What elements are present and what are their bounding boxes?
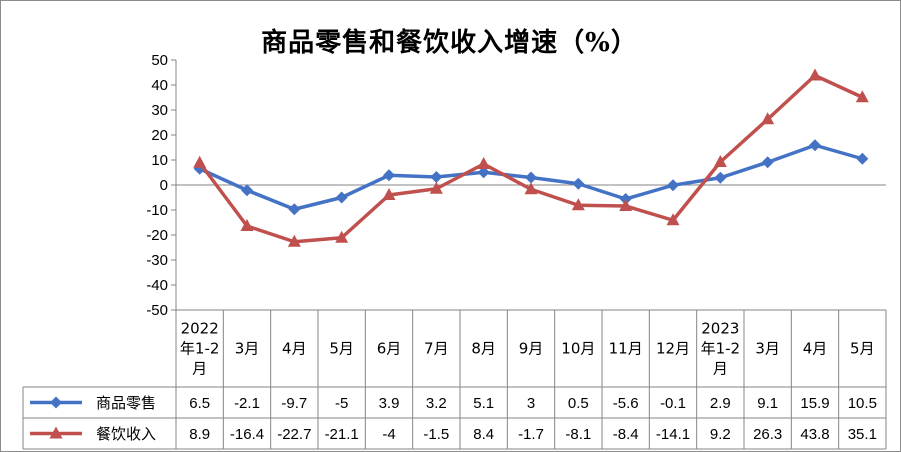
table-value: 35.1	[848, 426, 877, 443]
category-label: 5月	[850, 340, 875, 358]
data-point-diamond	[241, 184, 253, 197]
table-value: 3.2	[426, 395, 447, 412]
data-point-triangle	[808, 68, 822, 81]
data-point-triangle	[287, 234, 301, 247]
category-label: 11月	[609, 340, 643, 358]
table-value: 2.9	[710, 395, 731, 412]
y-tick-label: 10	[151, 152, 168, 169]
legend-label-2: 餐饮收入	[96, 425, 156, 443]
data-point-triangle	[761, 112, 775, 125]
y-tick-label: 20	[151, 127, 168, 144]
data-point-triangle	[240, 219, 254, 231]
y-tick-label: -20	[146, 227, 168, 244]
table-value: 0.5	[568, 395, 589, 412]
y-tick-label: 40	[151, 77, 168, 94]
data-point-diamond	[430, 171, 443, 183]
category-label: 4月	[282, 340, 307, 358]
category-label: 7月	[424, 340, 449, 358]
data-point-triangle	[429, 181, 443, 194]
data-point-triangle	[713, 155, 727, 167]
category-label: 年1-2	[701, 340, 741, 358]
table-value: -22.7	[277, 426, 311, 443]
table-value: 5.1	[473, 395, 494, 412]
data-point-diamond	[667, 179, 679, 192]
category-label: 2023	[701, 320, 739, 338]
table-value: 3.9	[379, 395, 400, 412]
table-value: -8.1	[565, 426, 591, 443]
data-point-diamond	[714, 171, 727, 184]
chart-title: 商品零售和餐饮收入增速（%）	[261, 28, 638, 58]
table-value: 6.5	[189, 395, 210, 412]
table-value: 8.4	[473, 426, 494, 443]
category-label: 4月	[803, 340, 828, 358]
category-label: 6月	[377, 340, 402, 358]
y-tick-label: -30	[146, 252, 168, 269]
data-point-triangle	[193, 155, 207, 168]
table-value: -8.4	[613, 426, 639, 443]
data-point-triangle	[666, 213, 680, 226]
table-value: -5	[335, 395, 348, 412]
data-point-triangle	[619, 199, 633, 211]
y-tick-label: 0	[160, 177, 168, 194]
data-point-triangle	[335, 230, 349, 243]
data-point-diamond	[383, 169, 395, 182]
category-label: 2022	[181, 320, 219, 338]
table-value: -14.1	[656, 426, 690, 443]
table-value: -21.1	[325, 426, 359, 443]
category-label: 9月	[519, 340, 544, 358]
category-label: 年1-2	[180, 340, 220, 358]
table-value: 9.1	[757, 395, 778, 412]
table-value: 26.3	[753, 426, 782, 443]
data-point-triangle	[571, 198, 585, 211]
category-label: 8月	[471, 340, 496, 358]
data-point-diamond	[809, 139, 821, 152]
table-value: -4	[382, 426, 395, 443]
table-value: -0.1	[660, 395, 686, 412]
category-label: 月	[192, 360, 207, 378]
y-tick-label: -50	[146, 302, 168, 319]
y-tick-label: 50	[151, 52, 168, 69]
data-point-diamond	[761, 156, 774, 169]
table-value: -2.1	[234, 395, 260, 412]
table-value: -16.4	[230, 426, 264, 443]
legend-marker-triangle	[49, 426, 63, 439]
category-label: 3月	[235, 340, 260, 358]
category-label: 3月	[755, 340, 780, 358]
data-point-diamond	[525, 171, 537, 184]
table-value: 3	[527, 395, 535, 412]
data-point-diamond	[477, 166, 490, 179]
y-tick-label: -10	[146, 202, 168, 219]
category-label: 10月	[561, 340, 595, 358]
data-point-diamond	[856, 152, 869, 165]
y-tick-label: 30	[151, 102, 168, 119]
data-point-diamond	[335, 191, 348, 204]
table-value: -1.7	[518, 426, 544, 443]
table-value: 8.9	[189, 426, 210, 443]
data-point-triangle	[855, 90, 869, 103]
table-value: 9.2	[710, 426, 731, 443]
table-value: 43.8	[800, 426, 829, 443]
series-line-2	[197, 73, 865, 244]
table-value: 10.5	[848, 395, 877, 412]
data-point-diamond	[288, 203, 301, 216]
data-point-triangle	[382, 188, 396, 200]
data-point-triangle	[477, 157, 491, 169]
y-tick-label: -40	[146, 277, 168, 294]
table-value: -1.5	[423, 426, 449, 443]
legend-marker-diamond	[50, 396, 62, 409]
legend-label-1: 商品零售	[96, 394, 156, 412]
category-label: 12月	[656, 340, 690, 358]
table-value: -9.7	[281, 395, 307, 412]
table-value: -5.6	[613, 395, 639, 412]
category-label: 月	[713, 360, 728, 378]
category-label: 5月	[329, 340, 354, 358]
data-point-triangle	[524, 182, 538, 195]
data-point-diamond	[572, 177, 585, 190]
table-value: 15.9	[800, 395, 829, 412]
